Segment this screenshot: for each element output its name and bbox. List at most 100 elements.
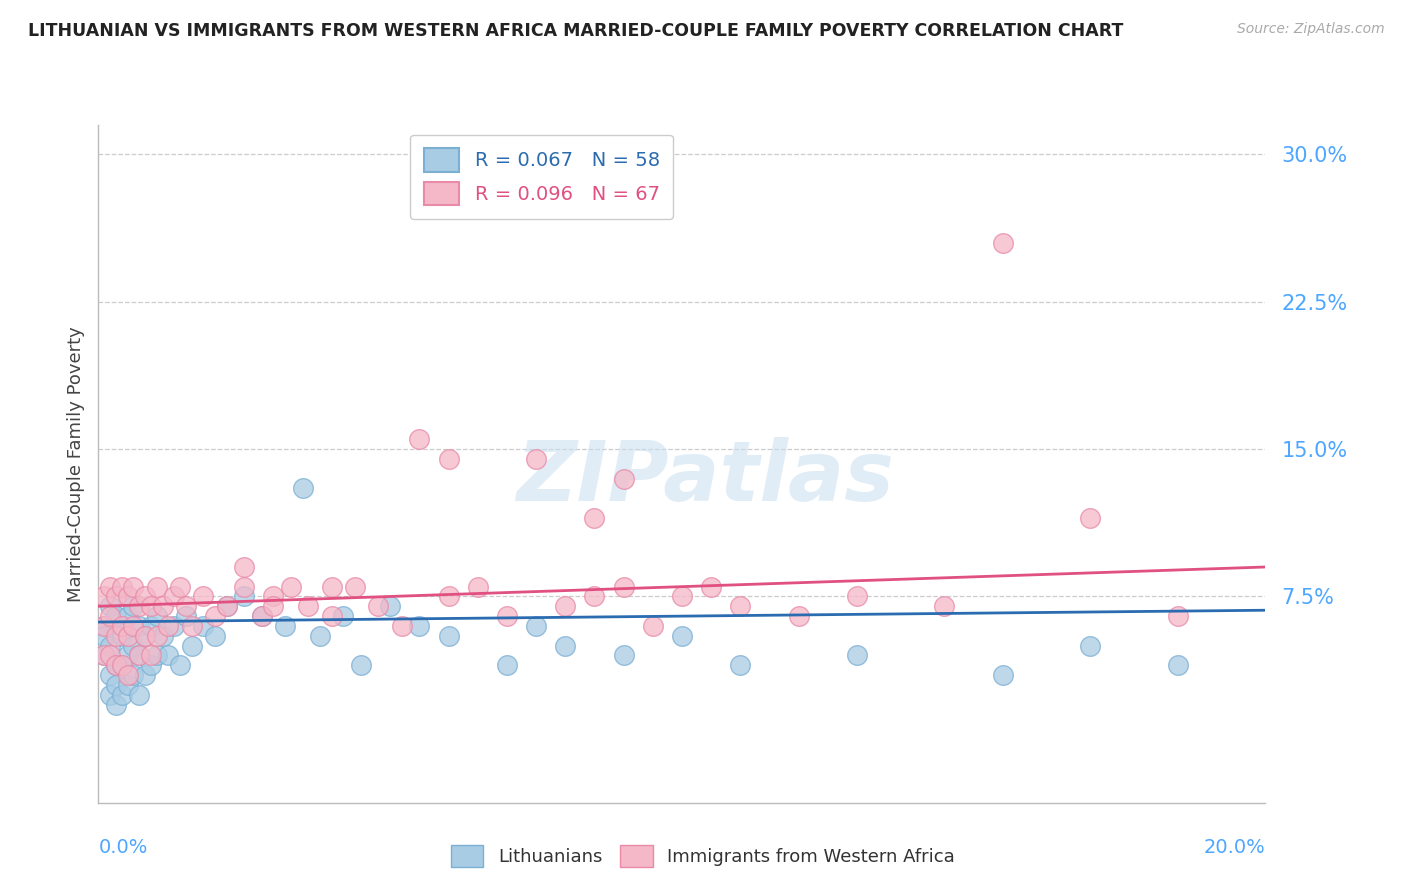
Point [98,609,121,624]
Point [134,629,156,643]
Point [728,658,751,673]
Point [93,619,115,633]
Point [309,629,332,643]
Point [291,482,314,496]
Point [111,580,134,594]
Point [297,599,319,614]
Point [671,629,693,643]
Point [1167,658,1189,673]
Point [174,609,197,624]
Text: Source: ZipAtlas.com: Source: ZipAtlas.com [1237,22,1385,37]
Point [122,580,145,594]
Point [98,580,121,594]
Point [215,599,238,614]
Point [98,648,121,663]
Point [117,609,139,624]
Point [215,599,238,614]
Point [554,639,576,653]
Point [332,609,354,624]
Point [250,609,273,624]
Point [180,619,202,633]
Point [233,590,256,604]
Point [139,619,162,633]
Point [93,629,115,643]
Text: 0.0%: 0.0% [98,838,148,857]
Point [321,609,343,624]
Point [128,648,150,663]
Point [204,609,226,624]
Point [139,648,162,663]
Point [845,648,868,663]
Point [122,668,145,682]
Point [163,590,186,604]
Point [193,619,215,633]
Point [612,580,634,594]
Point [128,688,150,702]
Point [641,619,664,633]
Text: 20.0%: 20.0% [1204,838,1265,857]
Point [1080,511,1102,525]
Point [104,629,127,643]
Point [1080,639,1102,653]
Point [104,658,127,673]
Point [117,629,139,643]
Point [98,668,121,682]
Point [146,580,169,594]
Point [408,619,430,633]
Point [583,511,606,525]
Point [262,599,284,614]
Point [350,658,373,673]
Point [122,619,145,633]
Point [139,599,162,614]
Point [104,698,127,712]
Point [128,648,150,663]
Point [111,688,134,702]
Point [321,580,343,594]
Point [204,629,226,643]
Point [344,580,367,594]
Point [233,580,256,594]
Point [146,629,169,643]
Point [934,599,956,614]
Point [845,590,868,604]
Point [671,590,693,604]
Point [146,609,169,624]
Point [128,619,150,633]
Point [93,648,115,663]
Point [152,629,174,643]
Point [280,580,302,594]
Point [367,599,389,614]
Point [467,580,489,594]
Point [146,648,169,663]
Point [991,235,1014,250]
Point [122,639,145,653]
Point [174,599,197,614]
Point [787,609,810,624]
Point [98,599,121,614]
Point [117,648,139,663]
Point [700,580,723,594]
Point [495,609,517,624]
Text: LITHUANIAN VS IMMIGRANTS FROM WESTERN AFRICA MARRIED-COUPLE FAMILY POVERTY CORRE: LITHUANIAN VS IMMIGRANTS FROM WESTERN AF… [28,22,1123,40]
Point [117,668,139,682]
Point [122,599,145,614]
Point [134,629,156,643]
Point [524,619,547,633]
Point [274,619,297,633]
Point [111,658,134,673]
Point [152,599,174,614]
Point [262,590,284,604]
Point [93,590,115,604]
Point [233,560,256,574]
Point [437,451,460,466]
Point [193,590,215,604]
Point [117,678,139,692]
Point [104,678,127,692]
Y-axis label: Married-Couple Family Poverty: Married-Couple Family Poverty [66,326,84,602]
Legend: R = 0.067   N = 58, R = 0.096   N = 67: R = 0.067 N = 58, R = 0.096 N = 67 [411,135,673,219]
Point [139,658,162,673]
Point [104,658,127,673]
Point [391,619,413,633]
Point [583,590,606,604]
Point [111,658,134,673]
